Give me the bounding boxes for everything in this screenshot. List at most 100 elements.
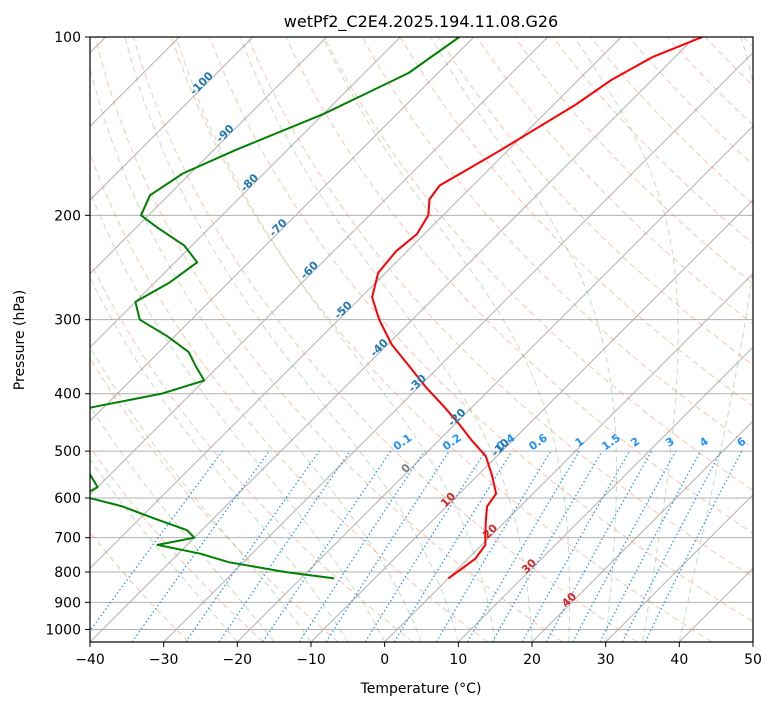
mixing-ratio-line (599, 450, 702, 642)
isotherm-gridline (384, 272, 753, 642)
x-tick-label: 50 (744, 652, 762, 668)
mixing-ratio-label: 2 (629, 435, 643, 450)
mixing-ratio-label: 1.5 (599, 431, 622, 453)
y-tick-label: 800 (54, 565, 81, 581)
isotherm-gridline (163, 51, 753, 642)
y-tick-label: 100 (54, 30, 81, 46)
y-tick-label: 400 (54, 387, 81, 403)
mixing-ratio-line (185, 450, 320, 642)
isotherm-gridline (90, 37, 549, 496)
dry-adiabat (209, 37, 753, 623)
isotherm-label: -20 (445, 406, 468, 429)
moist-adiabat (430, 37, 617, 642)
mixing-ratio-label: 4 (697, 435, 711, 450)
moist-adiabat (90, 458, 238, 642)
dry-adiabat (476, 37, 753, 325)
moist-adiabat (90, 276, 349, 642)
plot-frame (89, 36, 754, 643)
isotherm-gridline (457, 346, 753, 642)
dry-adiabat (90, 260, 414, 642)
isotherm-label: -40 (368, 336, 391, 359)
dry-adiabat (90, 531, 190, 642)
x-tick-label: −30 (149, 652, 179, 668)
dry-adiabat (743, 37, 753, 48)
isotherm-label: -60 (298, 258, 321, 281)
isotherm-gridline (90, 37, 622, 570)
mixing-ratio-label: 8 (764, 435, 775, 450)
moist-adiabat-label: 40 (559, 590, 579, 610)
y-axis-title: Pressure (hPa) (12, 290, 28, 390)
moist-adiabat-label: 30 (519, 556, 539, 576)
mixing-ratio-label: 0.1 (391, 431, 414, 453)
isotherm-label: -90 (213, 122, 236, 145)
isotherm-label: -30 (406, 372, 429, 395)
mixing-ratio-line (218, 450, 351, 642)
temperature-profile-line (371, 37, 703, 580)
y-tick-label: 1000 (45, 622, 81, 638)
moist-adiabat (239, 37, 533, 642)
dry-adiabat (285, 37, 753, 535)
dry-adiabat (704, 37, 753, 87)
mixing-ratio-line (364, 450, 486, 642)
moist-adiabat (574, 37, 679, 642)
mixing-ratio-line (521, 450, 631, 642)
x-tick-label: 40 (670, 652, 688, 668)
moist-adiabat (90, 345, 312, 642)
isotherm-gridline (236, 125, 753, 642)
mixing-ratio-label: 0.6 (526, 431, 550, 453)
dry-adiabat (247, 37, 753, 578)
isotherm-gridline (90, 37, 475, 422)
dry-adiabat (666, 37, 753, 126)
mixing-ratio-line (262, 450, 392, 642)
moist-adiabat (124, 37, 459, 642)
y-tick-label: 600 (54, 491, 81, 507)
dry-adiabat (552, 37, 753, 245)
y-axis: 100 200 300 400 500 600 700 800 900 1000 (45, 30, 90, 638)
x-tick-label: 0 (380, 652, 389, 668)
x-tick-label: 30 (597, 652, 615, 668)
x-axis: −40 −30 −20 −10 0 10 20 30 40 50 (75, 642, 762, 668)
dry-adiabat (90, 446, 264, 642)
y-tick-label: 700 (54, 531, 81, 547)
mixing-ratio-line (298, 450, 425, 642)
mixing-ratio-line (644, 450, 743, 642)
moist-adiabat (90, 405, 275, 642)
y-tick-label: 200 (54, 208, 81, 224)
mixing-ratio-line (325, 450, 450, 642)
isotherm-gridline (752, 641, 753, 642)
isotherm-gridline (678, 567, 753, 642)
dry-adiabat (590, 37, 753, 205)
dry-adiabat (94, 37, 563, 642)
isotherm-gridline (90, 37, 254, 201)
dry-adiabat (514, 37, 753, 285)
dry-adiabat (171, 37, 712, 642)
isotherm-gridline (531, 420, 753, 642)
mixing-ratio-line (393, 450, 513, 642)
x-tick-label: −40 (75, 652, 105, 668)
x-tick-label: −10 (296, 652, 326, 668)
mixing-ratio-line (131, 450, 270, 642)
x-tick-label: 20 (523, 652, 541, 668)
isotherm-gridline (90, 37, 328, 275)
mixing-ratio-line (90, 450, 223, 632)
mixing-ratio-label: 0.2 (440, 431, 463, 453)
chart-title: wetPf2_C2E4.2025.194.11.08.G26 (284, 12, 558, 32)
isotherm-gridline (90, 37, 401, 349)
moist-adiabat (678, 37, 753, 642)
isotherm-label: -100 (187, 69, 216, 98)
dry-adiabat (323, 37, 753, 491)
moist-adiabat (90, 189, 386, 642)
y-tick-label: 500 (54, 444, 81, 460)
plot-area: 0.10.20.40.611.52346810131620253036-100-… (89, 36, 775, 643)
mixing-ratio-label: 6 (735, 435, 749, 450)
mixing-ratio-line (572, 450, 677, 642)
isotherm-label: -50 (332, 298, 355, 321)
y-tick-label: 900 (54, 595, 81, 611)
x-tick-label: 10 (449, 652, 467, 668)
isotherm-gridline (605, 493, 753, 642)
x-axis-title: Temperature (°C) (360, 681, 482, 697)
isotherm-gridline (310, 199, 753, 642)
moist-adiabat (322, 37, 571, 642)
y-tick-label: 300 (54, 313, 81, 329)
moist-adiabat (90, 65, 422, 642)
